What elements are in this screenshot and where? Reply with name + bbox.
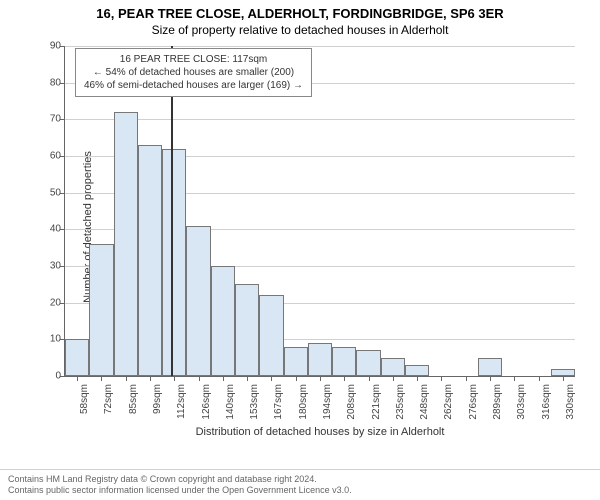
x-tick-label: 303sqm <box>516 384 527 424</box>
y-tick-label: 0 <box>37 371 61 382</box>
chart-container: 16, PEAR TREE CLOSE, ALDERHOLT, FORDINGB… <box>0 0 600 500</box>
bar <box>405 365 429 376</box>
x-tick-label: 262sqm <box>443 384 454 424</box>
y-tick-label: 90 <box>37 41 61 52</box>
x-tick-label: 208sqm <box>346 384 357 424</box>
bar <box>138 145 162 376</box>
bar <box>259 295 283 376</box>
x-tick <box>77 376 78 381</box>
footer: Contains HM Land Registry data © Crown c… <box>0 469 600 500</box>
x-tick-label: 58sqm <box>79 384 90 424</box>
bar <box>478 358 502 376</box>
x-tick <box>514 376 515 381</box>
footer-line1: Contains HM Land Registry data © Crown c… <box>8 474 592 485</box>
x-tick <box>247 376 248 381</box>
y-tick-label: 80 <box>37 77 61 88</box>
footer-line2: Contains public sector information licen… <box>8 485 592 496</box>
x-tick <box>271 376 272 381</box>
bar <box>235 284 259 376</box>
x-tick-label: 153sqm <box>249 384 260 424</box>
annotation-line3: 46% of semi-detached houses are larger (… <box>84 79 303 92</box>
y-tick-label: 10 <box>37 334 61 345</box>
x-tick-label: 72sqm <box>103 384 114 424</box>
bar <box>551 369 575 376</box>
bar <box>381 358 405 376</box>
x-tick-label: 112sqm <box>176 384 187 424</box>
title-sub: Size of property relative to detached ho… <box>0 21 600 37</box>
y-tick-label: 40 <box>37 224 61 235</box>
y-gridline <box>65 119 575 120</box>
bar <box>114 112 138 376</box>
x-tick <box>320 376 321 381</box>
y-tick-label: 70 <box>37 114 61 125</box>
x-tick-label: 167sqm <box>273 384 284 424</box>
x-tick <box>199 376 200 381</box>
x-tick <box>441 376 442 381</box>
x-tick-label: 276sqm <box>468 384 479 424</box>
x-tick <box>490 376 491 381</box>
x-tick <box>417 376 418 381</box>
x-tick <box>296 376 297 381</box>
x-tick-label: 221sqm <box>371 384 382 424</box>
x-tick-label: 99sqm <box>152 384 163 424</box>
x-tick-label: 85sqm <box>128 384 139 424</box>
x-tick-label: 140sqm <box>225 384 236 424</box>
x-tick-label: 316sqm <box>541 384 552 424</box>
y-tick-label: 50 <box>37 187 61 198</box>
plot-area: Distribution of detached houses by size … <box>64 46 575 377</box>
x-tick-label: 289sqm <box>492 384 503 424</box>
x-tick <box>101 376 102 381</box>
title-main: 16, PEAR TREE CLOSE, ALDERHOLT, FORDINGB… <box>0 0 600 21</box>
x-tick-label: 194sqm <box>322 384 333 424</box>
x-tick <box>539 376 540 381</box>
annotation-line1: 16 PEAR TREE CLOSE: 117sqm <box>84 53 303 66</box>
bar <box>162 149 186 376</box>
bar <box>186 226 210 376</box>
x-tick-label: 126sqm <box>201 384 212 424</box>
x-tick <box>393 376 394 381</box>
x-tick <box>466 376 467 381</box>
bar <box>284 347 308 376</box>
x-tick <box>126 376 127 381</box>
x-tick <box>563 376 564 381</box>
bar <box>89 244 113 376</box>
x-tick <box>174 376 175 381</box>
y-tick-label: 20 <box>37 297 61 308</box>
bar <box>332 347 356 376</box>
y-tick-label: 60 <box>37 151 61 162</box>
annotation-line2: ← 54% of detached houses are smaller (20… <box>84 66 303 79</box>
x-tick-label: 248sqm <box>419 384 430 424</box>
x-tick <box>369 376 370 381</box>
x-tick-label: 235sqm <box>395 384 406 424</box>
x-tick-label: 330sqm <box>565 384 576 424</box>
x-tick-label: 180sqm <box>298 384 309 424</box>
x-axis-title: Distribution of detached houses by size … <box>65 426 575 438</box>
x-tick <box>150 376 151 381</box>
bar <box>211 266 235 376</box>
bar <box>356 350 380 376</box>
x-tick <box>344 376 345 381</box>
bar <box>65 339 89 376</box>
y-gridline <box>65 46 575 47</box>
x-tick <box>223 376 224 381</box>
bar <box>308 343 332 376</box>
y-tick-label: 30 <box>37 261 61 272</box>
annotation-box: 16 PEAR TREE CLOSE: 117sqm ← 54% of deta… <box>75 48 312 97</box>
chart-wrap: Number of detached properties Distributi… <box>32 42 582 412</box>
